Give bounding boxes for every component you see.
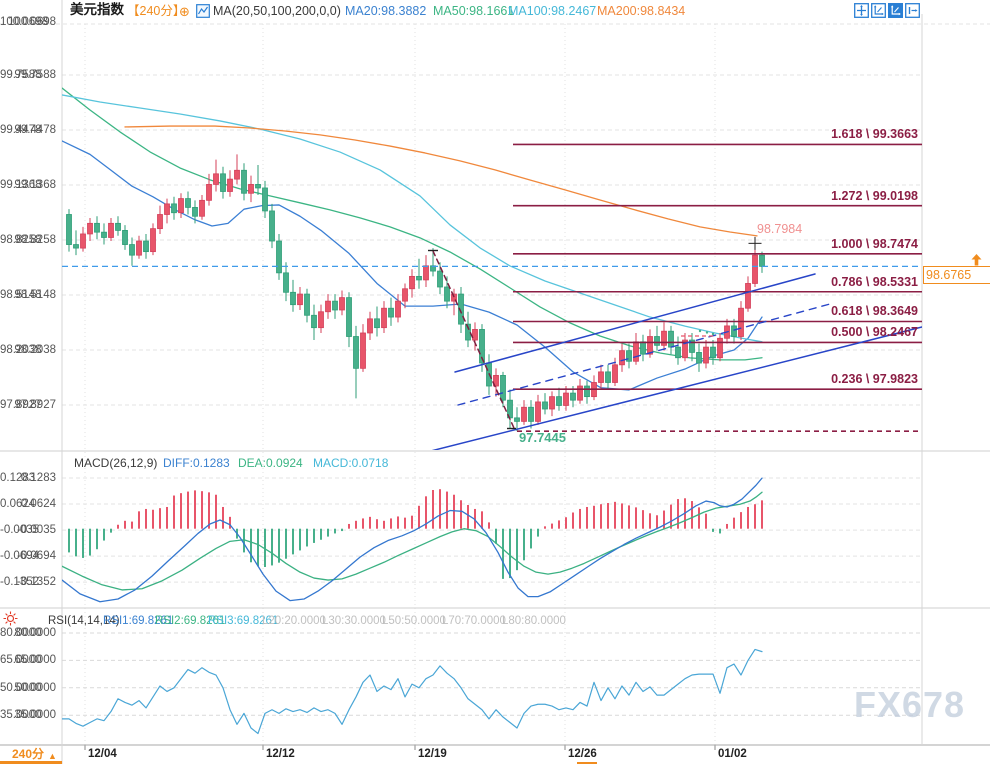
- rsi-l30-label: L30:30.0000: [322, 615, 386, 627]
- price-axis-label: 98.2038: [14, 343, 56, 356]
- timeframe-underline: [0, 761, 62, 764]
- rsi-l80-label: L80:80.0000: [502, 615, 566, 627]
- price-axis-label: 100.0698: [8, 16, 56, 28]
- ma20-value: MA20:98.3882: [345, 4, 427, 18]
- rsi-title: RSI(14,14,14): [48, 615, 120, 627]
- fib-label: 1.618 \ 99.3663: [831, 127, 918, 142]
- fib-label: 0.236 \ 97.9823: [831, 372, 918, 387]
- rsi-axis-label: 35.0000: [0, 709, 42, 722]
- rsi2-value: RSI2:69.8261: [155, 615, 226, 627]
- price-axis-label: 98.5148: [0, 288, 42, 301]
- macd-axis-label: -0.0035: [16, 524, 56, 537]
- compare-icon[interactable]: ⊕: [179, 4, 190, 19]
- price-axis-label: 98.8258: [0, 233, 42, 246]
- price-axis-label: 98.8258: [14, 233, 56, 246]
- rsi-axis-label: 80.0000: [0, 627, 42, 639]
- fib-label: 0.618 \ 98.3649: [831, 304, 918, 319]
- macd-title: MACD(26,12,9): [74, 456, 158, 470]
- symbol-title: 美元指数: [70, 2, 124, 17]
- date-label: 01/02: [718, 748, 747, 760]
- ma100-value: MA100:98.2467: [508, 4, 597, 18]
- exit-icon[interactable]: [905, 3, 920, 18]
- ma50-value: MA50:98.1661: [433, 4, 515, 18]
- rsi3-value: RSI3:69.8261: [208, 615, 279, 627]
- ma-settings-label: MA(20,50,100,200,0,0): [213, 4, 341, 18]
- fib-label: 1.000 \ 98.7474: [831, 236, 918, 251]
- rsi-axis-label: 65.0000: [0, 654, 42, 667]
- macd-value: MACD:0.0718: [313, 456, 389, 470]
- rsi-axis-label: 35.0000: [14, 709, 56, 722]
- rsi1-value: RSI1:69.8261: [103, 615, 174, 627]
- move-icon[interactable]: [854, 3, 869, 18]
- rsi-l70-label: L70:70.0000: [442, 615, 506, 627]
- macd-axis-label: 0.0624: [20, 498, 56, 511]
- chart-type-icon[interactable]: [196, 4, 210, 18]
- price-up-arrow-icon: [971, 254, 982, 266]
- high-price-marker: 98.7984: [757, 222, 803, 236]
- indicator-settings-icon[interactable]: [3, 611, 18, 626]
- fib-label: 1.272 \ 99.0198: [831, 188, 918, 203]
- timeframe-selector[interactable]: 240分: [12, 747, 45, 761]
- scrollbar-thumb[interactable]: [577, 762, 597, 764]
- macd-axis-label: 0.1283: [0, 472, 36, 485]
- macd-axis-label: -0.0694: [0, 550, 40, 563]
- price-axis-label: 98.2038: [0, 343, 42, 356]
- price-axis-label: 99.1368: [0, 178, 42, 191]
- low-price-marker: 97.7445: [519, 430, 566, 445]
- macd-dea-value: DEA:0.0924: [238, 456, 303, 470]
- rsi-l20-label: L20:20.0000: [262, 615, 326, 627]
- current-price-value: 98.6765: [926, 268, 972, 282]
- current-price-box: 98.6765: [923, 266, 990, 284]
- rsi-l50-label: L50:50.0000: [382, 615, 446, 627]
- macd-axis-label: -0.0694: [16, 550, 56, 563]
- date-label: 12/19: [418, 748, 447, 760]
- price-axis-label: 99.4478: [0, 123, 42, 136]
- macd-axis-label: -0.0035: [0, 524, 40, 537]
- rsi-axis-label: 50.0000: [14, 681, 56, 694]
- rsi-axis-label: 65.0000: [14, 654, 56, 667]
- price-axis-label: 99.7588: [14, 68, 56, 81]
- date-label: 12/12: [266, 748, 295, 760]
- fib-label: 0.786 \ 98.5331: [831, 274, 918, 289]
- price-axis-label: 97.8927: [14, 399, 56, 411]
- fib-label: 0.500 \ 98.2467: [831, 325, 918, 340]
- timeframe-badge[interactable]: 【240分】: [127, 4, 186, 18]
- rsi-axis-label: 80.0000: [14, 627, 56, 639]
- watermark: FX678: [854, 684, 966, 725]
- axis-scale-icon[interactable]: [871, 3, 886, 18]
- price-axis-label: 99.4478: [14, 123, 56, 136]
- rsi-axis-label: 50.0000: [0, 681, 42, 694]
- price-axis-label: 98.5148: [14, 288, 56, 301]
- price-axis-label: 99.1368: [14, 178, 56, 191]
- macd-axis-label: 0.0624: [0, 498, 36, 511]
- price-axis-label: 100.0698: [0, 16, 48, 28]
- timeframe-arrow-icon[interactable]: ▲: [48, 751, 57, 761]
- macd-diff-value: DIFF:0.1283: [163, 456, 230, 470]
- date-label: 12/04: [88, 748, 117, 760]
- axis-scale-active-icon[interactable]: [888, 3, 903, 18]
- price-axis-label: 99.7588: [0, 68, 42, 81]
- price-axis-label: 97.8927: [0, 399, 42, 411]
- macd-axis-label: -0.1352: [0, 576, 40, 589]
- macd-axis-label: 0.1283: [20, 472, 56, 485]
- macd-axis-label: -0.1352: [16, 576, 56, 589]
- ma200-value: MA200:98.8434: [597, 4, 686, 18]
- date-label: 12/26: [568, 748, 597, 760]
